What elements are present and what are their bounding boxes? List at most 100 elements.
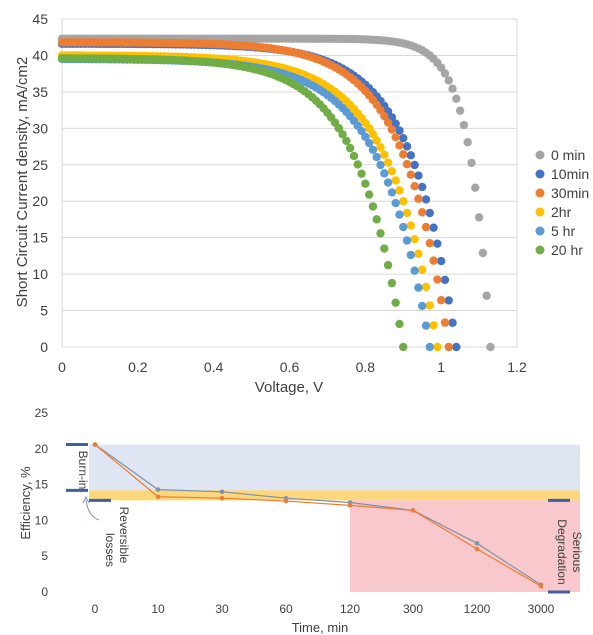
- x-tick-label: 0.6: [280, 359, 300, 375]
- region-shade: [89, 490, 580, 501]
- data-point: [444, 296, 453, 305]
- data-point: [425, 208, 434, 218]
- data-point: [372, 136, 381, 145]
- data-point: [387, 166, 397, 176]
- data-point: [399, 150, 408, 159]
- data-point: [361, 132, 370, 142]
- x-axis-label: Voltage, V: [255, 379, 323, 396]
- reversible-label: losses: [103, 533, 117, 567]
- data-point: [433, 342, 442, 352]
- series-point: [155, 494, 161, 500]
- data-point: [338, 130, 347, 139]
- y-tick-label: 0: [40, 339, 48, 355]
- series-point: [538, 583, 544, 589]
- series-point: [474, 546, 480, 552]
- data-point: [452, 94, 461, 103]
- series-20-hr: [57, 54, 408, 352]
- data-point: [383, 178, 393, 187]
- legend-marker: [535, 188, 545, 198]
- y-tick-label: 35: [32, 84, 48, 100]
- y-tick-label: 15: [32, 230, 48, 246]
- data-point: [399, 342, 408, 352]
- data-point: [391, 198, 400, 208]
- y-tick-label: 45: [32, 11, 48, 27]
- y-tick-label: 25: [32, 157, 48, 173]
- data-point: [368, 145, 378, 154]
- bottom-y-axis-label: Efficiency, %: [18, 466, 33, 540]
- y-tick-label: 5: [40, 303, 48, 319]
- data-point: [440, 318, 450, 327]
- data-point: [444, 342, 453, 352]
- x-tick-label: 0.2: [128, 359, 148, 375]
- data-point: [429, 321, 438, 330]
- degradation-label: Serious: [570, 532, 584, 573]
- data-point: [440, 69, 450, 78]
- legend-label: 2hr: [551, 204, 572, 220]
- data-point: [433, 239, 442, 248]
- data-point: [459, 120, 469, 130]
- data-point: [376, 229, 385, 238]
- data-point: [402, 236, 412, 245]
- legend-marker: [535, 169, 545, 179]
- data-point: [387, 125, 397, 134]
- bottom-x-tick-label: 30: [215, 602, 229, 616]
- bottom-y-tick-label: 20: [35, 442, 49, 456]
- x-tick-label: 0: [58, 359, 66, 375]
- data-point: [406, 170, 416, 179]
- data-point: [376, 143, 385, 152]
- legend-label: 10min: [551, 166, 589, 182]
- y-tick-label: 10: [32, 266, 48, 282]
- series-point: [155, 487, 161, 492]
- data-point: [418, 182, 427, 192]
- legend-label: 30min: [551, 185, 589, 201]
- legend-marker: [535, 245, 545, 255]
- data-point: [383, 260, 393, 270]
- burn-in-label: Burn-in: [76, 451, 90, 490]
- x-tick-label: 1.2: [507, 359, 527, 375]
- series-point: [283, 498, 289, 504]
- data-point: [410, 266, 419, 275]
- bottom-x-tick-label: 3000: [528, 602, 555, 616]
- data-point: [425, 301, 434, 310]
- data-point: [395, 319, 404, 329]
- data-point: [425, 238, 434, 248]
- data-point: [471, 183, 480, 192]
- bottom-x-tick-label: 10: [151, 602, 165, 616]
- data-point: [421, 321, 431, 330]
- bottom-y-tick-label: 25: [35, 406, 49, 420]
- data-point: [486, 342, 495, 352]
- data-point: [380, 111, 389, 121]
- degradation-label: Degradation: [555, 519, 569, 584]
- reversible-label: Reversible: [117, 507, 131, 564]
- data-point: [414, 283, 423, 292]
- y-tick-label: 30: [32, 120, 48, 136]
- series-line: [94, 444, 542, 586]
- data-point: [478, 248, 488, 258]
- data-point: [399, 197, 408, 206]
- legend-marker: [535, 150, 545, 160]
- data-point: [345, 143, 355, 153]
- bottom-x-tick-label: 60: [279, 602, 293, 616]
- data-point: [444, 76, 453, 85]
- x-tick-label: 0.8: [356, 359, 376, 375]
- legend-label: 20 hr: [551, 242, 583, 258]
- data-point: [433, 275, 442, 284]
- series-30min: [57, 38, 453, 352]
- series-point: [219, 489, 225, 495]
- data-point: [376, 160, 385, 170]
- bottom-y-tick-label: 0: [41, 585, 48, 599]
- data-point: [418, 208, 427, 217]
- data-point: [448, 318, 457, 327]
- y-tick-label: 20: [32, 193, 48, 209]
- bottom-x-tick-label: 300: [403, 602, 423, 616]
- pointer-arrowhead: [82, 495, 90, 504]
- data-point: [387, 188, 397, 197]
- y-axis-label: Short Circuit Current density, mA/cm2: [14, 57, 31, 308]
- data-point: [406, 151, 416, 160]
- series-point: [410, 508, 416, 513]
- bottom-y-tick-label: 15: [35, 478, 49, 492]
- data-point: [399, 222, 408, 232]
- series-point: [347, 503, 353, 508]
- data-point: [448, 84, 457, 93]
- bottom-x-tick-label: 1200: [464, 602, 491, 616]
